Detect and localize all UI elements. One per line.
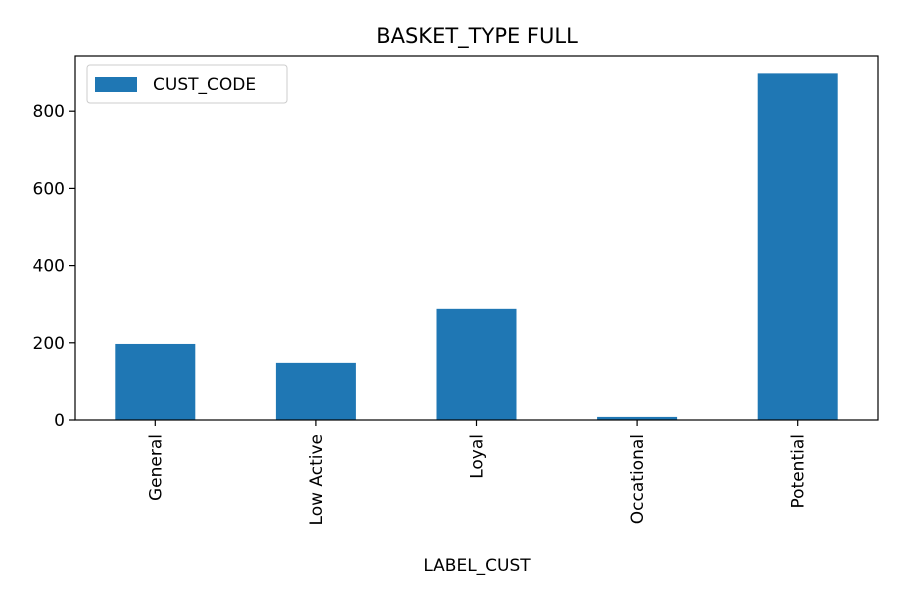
- y-tick-label: 800: [33, 102, 65, 122]
- bar-low-active: [275, 362, 356, 420]
- x-axis-label: LABEL_CUST: [423, 556, 531, 576]
- x-axis-ticks: General Low Active Loyal Occational Potentia…: [146, 420, 809, 525]
- y-tick-label: 200: [33, 334, 65, 354]
- y-tick-label: 600: [33, 179, 65, 199]
- x-tick-label: Potential: [789, 434, 809, 508]
- x-tick-label: Loyal: [468, 434, 488, 479]
- bar-potential: [757, 73, 838, 421]
- bar-occational: [597, 416, 678, 420]
- legend-swatch: [95, 77, 137, 92]
- x-tick-label: Occational: [628, 434, 648, 524]
- chart-title: BASKET_TYPE FULL: [376, 24, 578, 49]
- bars-group: [115, 73, 838, 421]
- y-axis-ticks: 0 200 400 600 800: [33, 102, 75, 431]
- legend: CUST_CODE: [86, 64, 288, 104]
- x-tick-label: General: [146, 434, 166, 501]
- legend-frame: [86, 64, 288, 104]
- plot-area-frame: [74, 55, 879, 421]
- y-tick-label: 400: [33, 257, 65, 277]
- y-tick-label: 0: [54, 411, 65, 431]
- legend-label: CUST_CODE: [153, 75, 256, 95]
- x-tick-label: Low Active: [307, 434, 327, 525]
- bar-loyal: [436, 308, 517, 420]
- bar-general: [115, 343, 196, 420]
